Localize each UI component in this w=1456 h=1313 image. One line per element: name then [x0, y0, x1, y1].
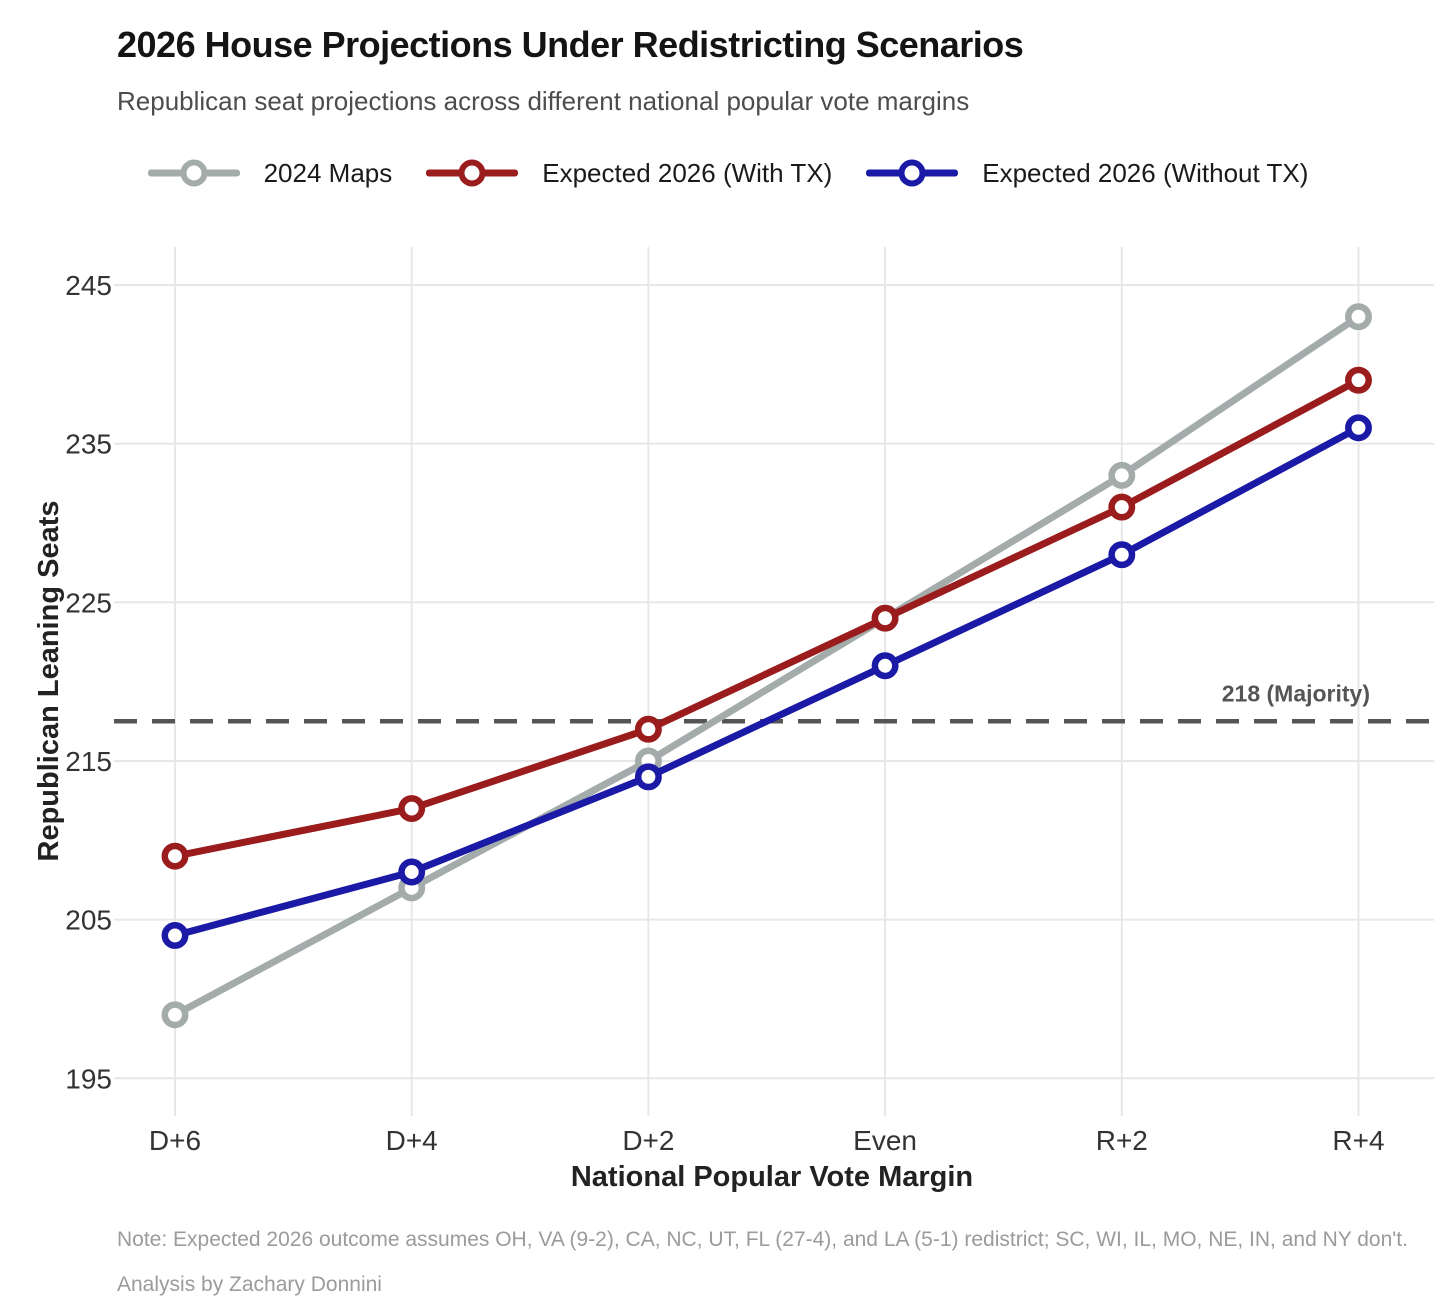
footnote: Note: Expected 2026 outcome assumes OH, …	[117, 1228, 1408, 1251]
credit-line: Analysis by Zachary Donnini	[117, 1273, 382, 1296]
y-tick-label: 245	[65, 270, 112, 301]
data-point	[634, 715, 662, 743]
x-tick-label: R+2	[1096, 1125, 1148, 1156]
series-line-0	[171, 313, 1362, 1019]
legend-label: Expected 2026 (Without TX)	[982, 157, 1309, 188]
legend-swatch-icon	[426, 156, 519, 190]
series-line-1	[171, 376, 1362, 860]
data-point	[1345, 303, 1372, 331]
y-tick-label: 215	[65, 746, 112, 777]
legend-item-1: Expected 2026 (With TX)	[426, 156, 832, 190]
series-line-2	[171, 424, 1362, 939]
x-tick-label: D+2	[622, 1125, 674, 1156]
legend-label: Expected 2026 (With TX)	[542, 157, 833, 188]
chart-title: 2026 House Projections Under Redistricti…	[117, 24, 1024, 65]
data-point	[1345, 414, 1372, 442]
legend-circle-icon	[898, 159, 926, 187]
data-point	[634, 763, 662, 791]
data-point	[1108, 461, 1136, 489]
y-tick-label: 225	[65, 587, 112, 618]
x-axis-title: National Popular Vote Margin	[571, 1161, 973, 1193]
data-point	[871, 652, 899, 680]
legend-label: 2024 Maps	[263, 157, 393, 188]
legend-circle-icon	[180, 159, 208, 187]
legend-item-0: 2024 Maps	[147, 156, 393, 190]
legend-swatch-icon	[866, 156, 959, 190]
data-point	[398, 858, 426, 886]
data-point	[1345, 366, 1372, 394]
data-point	[161, 1001, 189, 1029]
legend-swatch-icon	[147, 156, 240, 190]
y-tick-label: 195	[65, 1063, 112, 1094]
data-point	[1108, 493, 1136, 521]
majority-line-label: 218 (Majority)	[1222, 680, 1370, 706]
data-point	[161, 922, 189, 949]
chart-subtitle: Republican seat projections across diffe…	[117, 86, 970, 116]
x-tick-label: Even	[853, 1125, 917, 1156]
y-tick-label: 235	[65, 429, 112, 460]
data-point	[398, 795, 426, 822]
data-point	[161, 842, 189, 870]
legend: 2024 Maps Expected 2026 (With TX) Expected…	[0, 156, 1456, 190]
y-tick-label: 205	[65, 905, 112, 936]
y-axis-title: Republican Leaning Seats	[33, 501, 65, 862]
data-point	[1108, 541, 1136, 569]
x-tick-label: R+4	[1332, 1125, 1384, 1156]
x-tick-label: D+4	[386, 1125, 438, 1156]
x-tick-label: D+6	[149, 1125, 201, 1156]
legend-item-2: Expected 2026 (Without TX)	[866, 156, 1308, 190]
data-point	[871, 604, 899, 632]
legend-circle-icon	[458, 159, 486, 187]
